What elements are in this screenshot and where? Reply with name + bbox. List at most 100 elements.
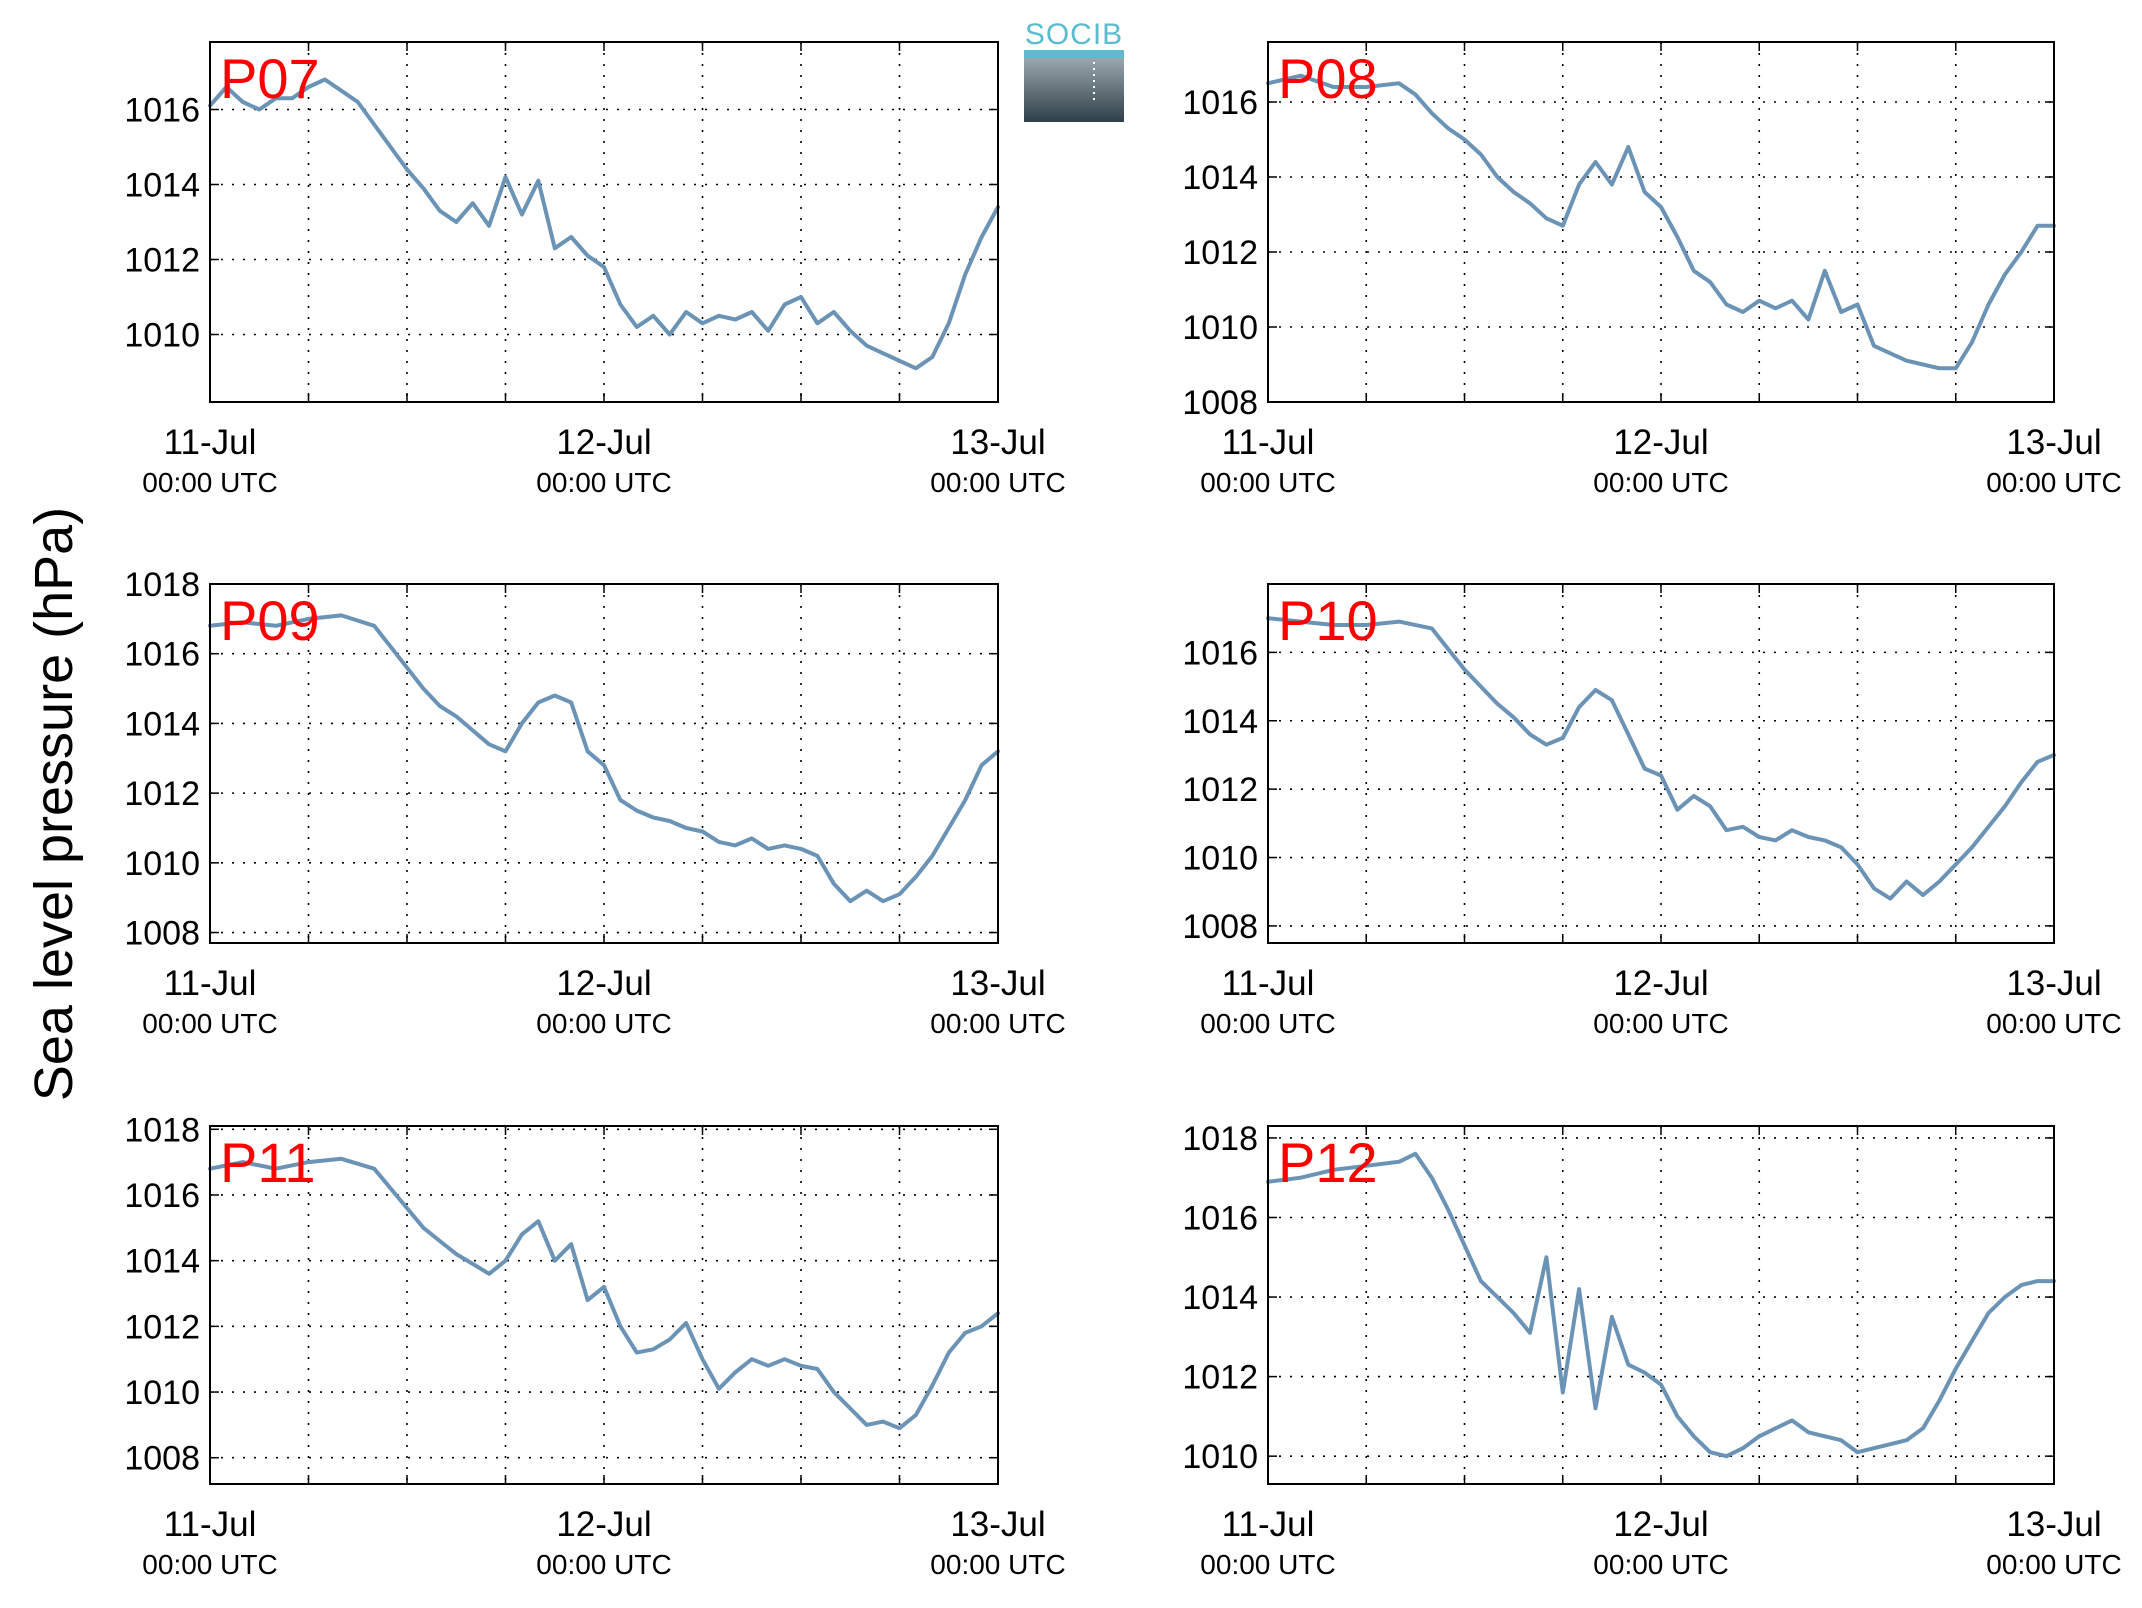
panel-title: P07 <box>220 47 320 110</box>
x-tick-label-date: 13-Jul <box>2006 1505 2101 1544</box>
series-line-p08 <box>1266 73 2056 371</box>
x-tick-label-date: 12-Jul <box>556 423 651 462</box>
y-tick-label: 1014 <box>124 705 200 743</box>
series-line-p07 <box>208 77 1000 371</box>
y-tick-label: 1008 <box>124 1440 200 1478</box>
y-tick-label: 1018 <box>124 1111 200 1149</box>
x-tick-label-time: 00:00 UTC <box>1593 467 1728 498</box>
y-tick-label: 1016 <box>124 92 200 130</box>
plot-area <box>210 1126 998 1484</box>
y-tick-label: 1014 <box>1182 1279 1258 1317</box>
plot-area <box>210 42 998 402</box>
plot-area <box>1268 1126 2054 1484</box>
y-tick-label: 1010 <box>1182 840 1258 878</box>
plot-frame <box>209 1125 999 1485</box>
plot-frame <box>1267 41 2055 403</box>
x-tick-label-time: 00:00 UTC <box>1593 1008 1728 1039</box>
y-axis-label: Sea level pressure (hPa) <box>24 507 84 1101</box>
y-tick-label: 1012 <box>124 775 200 813</box>
y-tick-label: 1010 <box>1182 1438 1258 1476</box>
y-tick-label: 1014 <box>1182 703 1258 741</box>
y-tick-label: 1010 <box>124 845 200 883</box>
socib-logo-wave <box>1024 50 1124 58</box>
x-tick-label-date: 13-Jul <box>950 1505 1045 1544</box>
y-tick-label: 1016 <box>124 636 200 674</box>
x-tick-label-date: 11-Jul <box>164 1505 257 1544</box>
y-tick-label: 1018 <box>1182 1120 1258 1158</box>
chart-panel-p11: 1008 1010 1012 1014 1016 1018 11-Jul 00:00 UTC 1… <box>124 1111 1065 1580</box>
x-tick-label-date: 11-Jul <box>164 423 257 462</box>
socib-logo-block <box>1024 58 1124 122</box>
x-tick-label-date: 11-Jul <box>164 964 257 1003</box>
series-line-p11 <box>208 1156 1000 1431</box>
x-tick-label-date: 11-Jul <box>1222 1505 1315 1544</box>
panel-title: P12 <box>1278 1131 1378 1194</box>
socib-logo: SOCIB <box>1024 18 1124 122</box>
x-tick-label-time: 00:00 UTC <box>930 467 1065 498</box>
y-tick-label: 1008 <box>1182 908 1258 946</box>
x-tick-label-time: 00:00 UTC <box>1986 467 2121 498</box>
y-tick-label: 1012 <box>1182 234 1258 272</box>
chart-panel-p10: 1008 1010 1012 1014 1016 11-Jul 00:00 UTC 12-Ju… <box>1182 583 2122 1039</box>
x-tick-label-time: 00:00 UTC <box>1200 1008 1335 1039</box>
y-tick-label: 1014 <box>1182 159 1258 197</box>
x-tick-label-time: 00:00 UTC <box>536 1549 671 1580</box>
panel-title: P11 <box>220 1131 315 1194</box>
x-tick-label-date: 11-Jul <box>1222 423 1315 462</box>
y-tick-label: 1014 <box>124 1243 200 1281</box>
x-tick-label-date: 12-Jul <box>1613 423 1708 462</box>
x-tick-label-time: 00:00 UTC <box>1986 1008 2121 1039</box>
x-tick-label-time: 00:00 UTC <box>536 1008 671 1039</box>
plot-frame <box>209 41 999 403</box>
y-tick-label: 1008 <box>124 915 200 953</box>
series-line-p09 <box>208 613 1000 904</box>
x-tick-label-date: 13-Jul <box>2006 423 2101 462</box>
x-tick-label-date: 12-Jul <box>556 1505 651 1544</box>
plot-frame <box>1267 583 2055 944</box>
y-tick-label: 1012 <box>1182 771 1258 809</box>
chart-panel-p09: 1008 1010 1012 1014 1016 1018 11-Jul 00:00 UTC 1… <box>124 566 1065 1039</box>
y-tick-label: 1012 <box>124 242 200 280</box>
x-tick-label-time: 00:00 UTC <box>1986 1549 2121 1580</box>
plot-area <box>1268 42 2054 402</box>
x-tick-label-date: 13-Jul <box>2006 964 2101 1003</box>
plot-area <box>1268 584 2054 943</box>
plot-frame <box>209 583 999 944</box>
socib-logo-text: SOCIB <box>1025 18 1123 51</box>
y-tick-label: 1018 <box>124 566 200 604</box>
x-tick-label-date: 13-Jul <box>950 423 1045 462</box>
y-tick-label: 1016 <box>124 1177 200 1215</box>
x-tick-label-time: 00:00 UTC <box>1200 1549 1335 1580</box>
y-tick-label: 1010 <box>124 317 200 355</box>
x-tick-label-time: 00:00 UTC <box>930 1549 1065 1580</box>
x-tick-label-time: 00:00 UTC <box>930 1008 1065 1039</box>
y-tick-label: 1016 <box>1182 84 1258 122</box>
chart-panel-p07: 1010 1012 1014 1016 11-Jul 00:00 UTC 12-Jul 00:… <box>124 41 1066 498</box>
panel-title: P10 <box>1278 589 1378 652</box>
y-tick-label: 1010 <box>1182 309 1258 347</box>
panel-title: P09 <box>220 589 320 652</box>
y-tick-label: 1014 <box>124 167 200 205</box>
x-tick-label-time: 00:00 UTC <box>142 467 277 498</box>
x-tick-label-time: 00:00 UTC <box>1593 1549 1728 1580</box>
plot-frame <box>1267 1125 2055 1485</box>
series-line-p10 <box>1266 616 2056 901</box>
y-tick-label: 1012 <box>124 1308 200 1346</box>
x-tick-label-time: 00:00 UTC <box>1200 467 1335 498</box>
y-tick-label: 1010 <box>124 1374 200 1412</box>
x-tick-label-date: 12-Jul <box>556 964 651 1003</box>
x-tick-label-time: 00:00 UTC <box>142 1549 277 1580</box>
x-tick-label-date: 11-Jul <box>1222 964 1315 1003</box>
x-tick-label-date: 12-Jul <box>1613 964 1708 1003</box>
x-tick-label-time: 00:00 UTC <box>142 1008 277 1039</box>
y-tick-label: 1012 <box>1182 1359 1258 1397</box>
panel-title: P08 <box>1278 47 1378 110</box>
y-tick-label: 1008 <box>1182 384 1258 422</box>
chart-panel-p12: 1010 1012 1014 1016 1018 11-Jul 00:00 UTC 12-Ju… <box>1182 1120 2121 1580</box>
chart-panel-p08: 1008 1010 1012 1014 1016 11-Jul 00:00 UTC 12-Ju… <box>1182 41 2122 498</box>
y-tick-label: 1016 <box>1182 1199 1258 1237</box>
x-tick-label-date: 13-Jul <box>950 964 1045 1003</box>
series-line-p12 <box>1266 1151 2056 1459</box>
x-tick-label-time: 00:00 UTC <box>536 467 671 498</box>
